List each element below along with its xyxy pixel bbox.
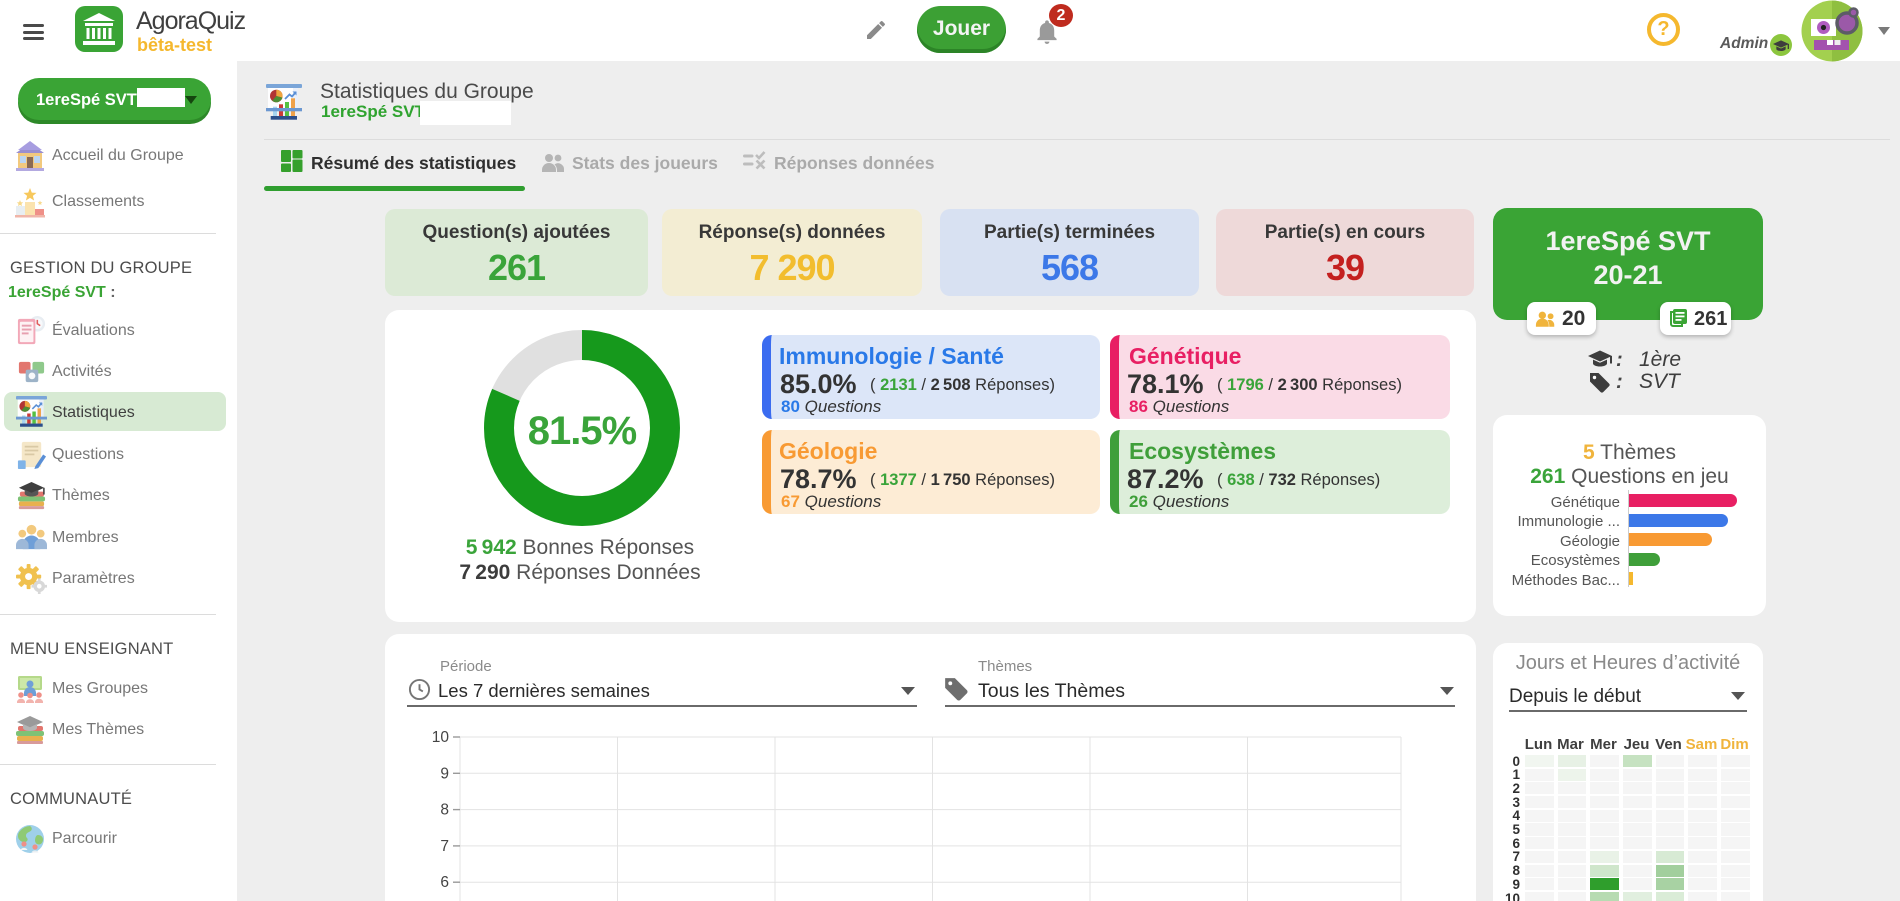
- svg-text:7: 7: [440, 838, 449, 855]
- svg-text:8: 8: [440, 802, 449, 819]
- svg-text:10: 10: [432, 729, 450, 746]
- svg-text:6: 6: [440, 874, 449, 891]
- svg-text:9: 9: [440, 765, 449, 782]
